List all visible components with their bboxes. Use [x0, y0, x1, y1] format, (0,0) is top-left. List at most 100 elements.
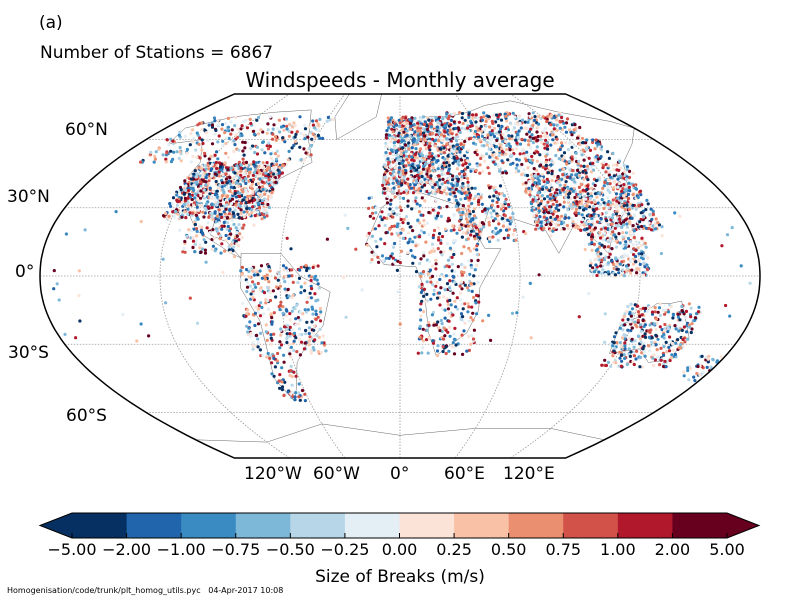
station-marker — [625, 167, 629, 171]
station-marker — [494, 226, 498, 230]
station-marker — [227, 229, 232, 233]
station-marker — [546, 200, 550, 204]
station-marker — [584, 148, 589, 152]
station-marker — [479, 156, 483, 161]
station-marker — [578, 168, 583, 172]
station-marker — [475, 253, 479, 257]
station-marker — [463, 321, 467, 325]
station-marker — [298, 353, 302, 357]
station-marker — [202, 128, 206, 132]
station-marker — [400, 161, 404, 166]
station-marker — [222, 216, 226, 220]
station-marker — [448, 187, 452, 191]
station-marker — [217, 208, 221, 212]
station-marker — [310, 320, 314, 324]
station-marker — [193, 222, 197, 227]
station-marker — [400, 179, 404, 183]
station-marker — [435, 214, 440, 218]
station-marker — [554, 222, 558, 226]
station-marker — [560, 115, 564, 120]
station-marker — [600, 148, 604, 152]
station-marker — [562, 200, 566, 204]
station-marker — [428, 169, 432, 173]
station-marker — [211, 217, 215, 221]
station-marker — [429, 297, 433, 301]
station-marker — [557, 221, 561, 225]
station-marker — [546, 171, 551, 175]
station-marker — [260, 180, 264, 184]
station-marker — [412, 143, 416, 147]
station-marker — [239, 208, 243, 212]
station-marker — [272, 311, 276, 315]
station-marker — [432, 288, 436, 292]
station-marker — [303, 392, 307, 396]
station-marker — [525, 150, 529, 154]
station-marker — [291, 125, 295, 129]
station-marker — [278, 284, 282, 288]
station-marker — [551, 187, 555, 191]
station-marker — [265, 131, 269, 135]
station-marker — [482, 225, 486, 229]
station-marker — [321, 136, 325, 140]
station-marker — [228, 189, 232, 193]
station-marker — [466, 177, 470, 181]
station-marker — [374, 211, 378, 215]
station-marker — [443, 130, 447, 134]
station-marker — [303, 137, 307, 141]
station-marker — [578, 190, 583, 194]
station-marker — [227, 129, 231, 133]
station-marker — [477, 202, 481, 207]
station-marker — [460, 191, 464, 196]
station-marker — [449, 118, 453, 122]
station-marker — [240, 124, 244, 128]
station-marker — [431, 208, 435, 212]
station-marker — [648, 349, 652, 353]
station-marker — [397, 170, 401, 174]
station-marker — [398, 121, 402, 125]
station-marker — [282, 393, 286, 398]
station-marker — [621, 271, 625, 275]
station-marker — [238, 191, 242, 195]
station-marker — [204, 131, 209, 135]
station-marker — [452, 228, 456, 232]
station-marker — [451, 174, 455, 178]
station-marker — [572, 144, 577, 148]
station-marker — [229, 201, 234, 206]
station-marker — [491, 186, 495, 190]
station-marker — [250, 211, 254, 215]
station-marker — [624, 243, 628, 247]
station-marker — [570, 217, 574, 221]
station-marker — [391, 170, 396, 174]
station-marker — [295, 130, 299, 134]
station-marker — [606, 185, 610, 189]
station-marker — [609, 175, 613, 179]
station-marker — [453, 326, 457, 330]
station-marker — [435, 125, 439, 129]
station-marker — [235, 164, 239, 168]
station-marker — [441, 349, 445, 354]
station-marker — [236, 212, 240, 216]
station-marker — [621, 235, 625, 239]
station-marker — [409, 248, 413, 253]
station-marker — [503, 200, 507, 204]
station-marker — [427, 233, 431, 237]
station-marker — [414, 196, 418, 200]
station-marker — [500, 147, 504, 151]
station-marker — [628, 230, 632, 234]
station-marker — [423, 162, 428, 166]
station-marker — [263, 192, 267, 196]
station-marker — [207, 215, 211, 219]
station-marker — [592, 189, 597, 193]
station-marker — [252, 171, 256, 175]
station-marker — [621, 231, 625, 235]
station-marker — [385, 201, 390, 205]
station-marker — [476, 135, 480, 139]
station-marker — [641, 214, 646, 218]
station-marker — [293, 395, 297, 399]
station-marker — [589, 166, 593, 170]
station-marker — [528, 189, 532, 194]
station-marker — [567, 160, 572, 164]
station-marker — [284, 314, 288, 318]
station-marker — [542, 142, 546, 146]
station-marker — [392, 260, 397, 264]
